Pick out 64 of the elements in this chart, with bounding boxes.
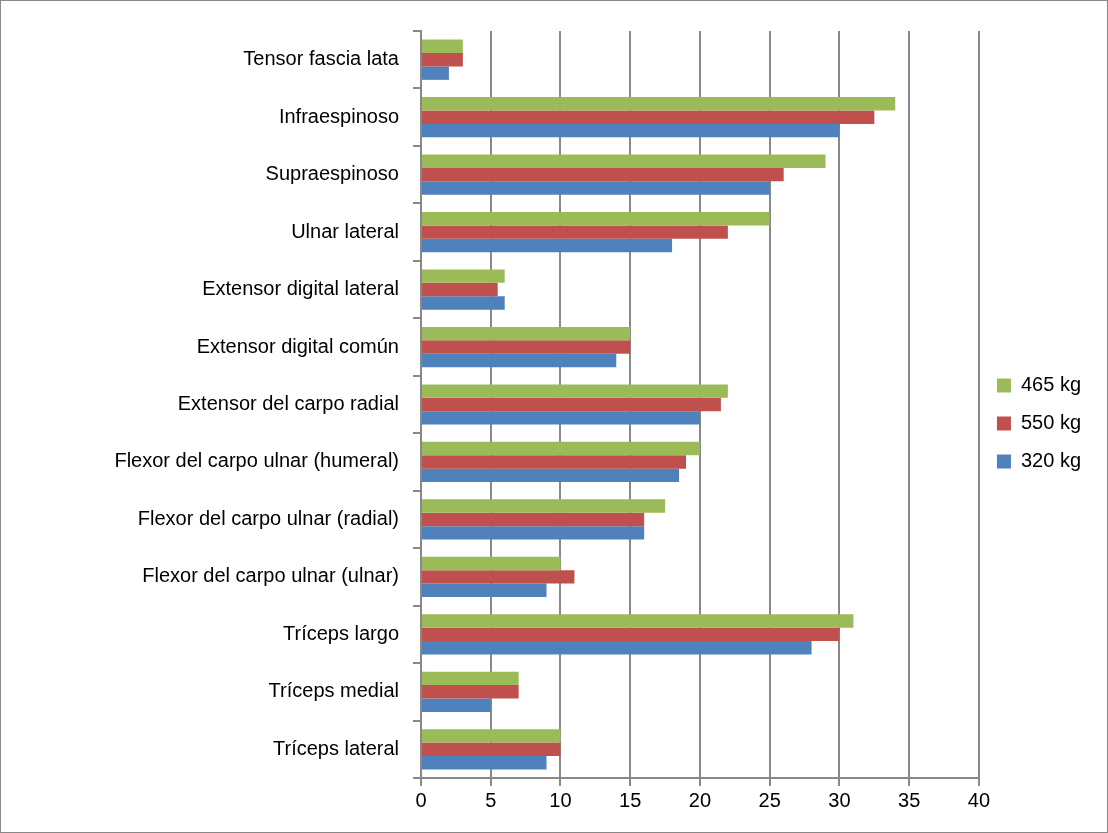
- x-tick-label: 25: [758, 788, 781, 811]
- bar: [422, 384, 728, 398]
- x-tick-label: 40: [967, 788, 991, 811]
- bar: [422, 583, 547, 597]
- bar: [422, 556, 561, 571]
- bar: [422, 685, 519, 699]
- bar: [422, 455, 687, 469]
- y-tick-label: Tríceps medial: [268, 679, 399, 702]
- bar: [422, 296, 505, 310]
- bar: [422, 326, 631, 341]
- y-tick-label: Tríceps largo: [283, 621, 399, 644]
- bar: [422, 340, 631, 354]
- bar: [422, 570, 575, 584]
- bar: [422, 212, 770, 226]
- legend-label: 465 kg: [1020, 373, 1082, 396]
- bar: [422, 167, 784, 182]
- bar: [422, 53, 463, 67]
- bar: [422, 269, 505, 283]
- bar: [422, 123, 840, 138]
- bar: [422, 729, 561, 743]
- bar: [422, 468, 680, 483]
- y-tick-label: Tríceps lateral: [273, 736, 399, 759]
- bar: [422, 353, 617, 368]
- bar: [422, 671, 519, 686]
- bar: [422, 614, 854, 628]
- bar: [422, 641, 812, 655]
- x-tick-label: 20: [688, 788, 712, 811]
- bar: [422, 698, 491, 712]
- bar: [422, 627, 840, 642]
- bar: [422, 441, 700, 456]
- bar: [422, 755, 547, 770]
- bar: [422, 411, 700, 425]
- y-tick-label: Tensor fascia lata: [243, 47, 400, 70]
- bar: [422, 526, 645, 540]
- x-tick-label: 35: [898, 788, 921, 811]
- y-tick-label: Ulnar lateral: [291, 219, 399, 242]
- bar: [422, 181, 770, 195]
- y-tick-label: Extensor del carpo radial: [177, 392, 399, 415]
- y-tick-label: Extensor digital común: [196, 334, 399, 357]
- y-tick-label: Extensor digital lateral: [202, 277, 399, 300]
- y-tick-label: Infraespinoso: [278, 104, 399, 127]
- y-tick-label: Flexor del carpo ulnar (humeral): [114, 449, 399, 472]
- y-tick-label: Flexor del carpo ulnar (radial): [137, 506, 399, 529]
- bar: [422, 66, 449, 80]
- bar: [422, 225, 728, 239]
- bar: [422, 238, 673, 253]
- x-tick-label: 5: [485, 788, 497, 811]
- bar: [422, 110, 875, 124]
- legend-label: 320 kg: [1020, 449, 1082, 472]
- bar: [422, 97, 896, 111]
- x-tick-label: 10: [549, 788, 572, 811]
- bar: [422, 397, 721, 412]
- y-tick-label: Flexor del carpo ulnar (ulnar): [142, 564, 399, 587]
- bar: [422, 154, 826, 168]
- bar: [422, 282, 498, 297]
- x-tick-label: 30: [828, 788, 851, 811]
- bar: [422, 742, 561, 756]
- bar: [422, 499, 666, 513]
- x-tick-label: 0: [415, 788, 427, 811]
- bar: [422, 512, 645, 527]
- x-tick-label: 15: [619, 788, 642, 811]
- legend-label: 550 kg: [1020, 411, 1082, 434]
- y-tick-label: Supraespinoso: [265, 162, 399, 185]
- bar: [422, 39, 463, 54]
